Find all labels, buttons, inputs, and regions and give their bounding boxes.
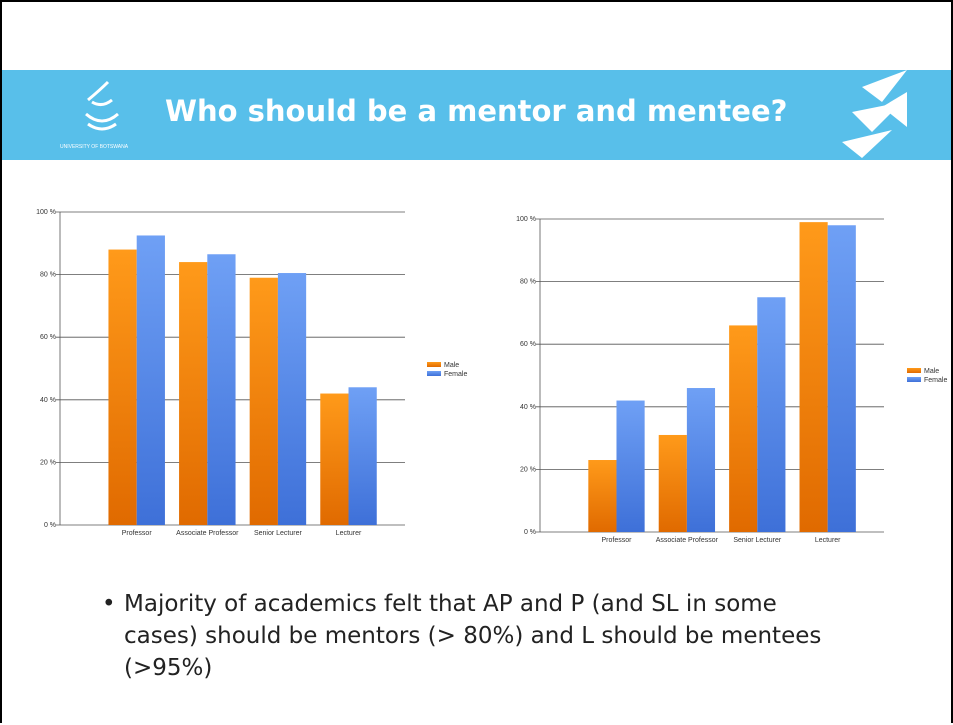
bar <box>757 297 786 532</box>
legend-swatch <box>907 368 921 373</box>
legend-label: Female <box>444 371 467 378</box>
legend-label: Male <box>924 368 939 375</box>
y-tick-label: 0 % <box>44 522 56 529</box>
bar <box>827 225 856 532</box>
legend-swatch <box>907 377 921 382</box>
x-tick-label: Associate Professor <box>656 537 719 544</box>
bar <box>616 400 645 532</box>
bar <box>588 460 617 532</box>
x-tick-label: Professor <box>601 537 632 544</box>
bullet-text: • Majority of academics felt that AP and … <box>102 588 842 684</box>
svg-text:UNIVERSITY OF BOTSWANA: UNIVERSITY OF BOTSWANA <box>60 144 129 150</box>
bar <box>207 254 236 525</box>
y-tick-label: 40 % <box>40 397 56 404</box>
x-tick-label: Professor <box>122 530 153 537</box>
bar <box>348 387 377 525</box>
bar <box>686 388 716 532</box>
bar <box>799 222 828 532</box>
x-tick-label: Associate Professor <box>176 530 239 537</box>
y-tick-label: 60 % <box>40 334 56 341</box>
x-tick-label: Lecturer <box>815 537 841 544</box>
y-tick-label: 0 % <box>524 529 536 536</box>
triangle-pattern <box>842 70 907 158</box>
bar <box>320 393 349 525</box>
logo: UNIVERSITY OF BOTSWANA <box>60 80 129 150</box>
bar <box>277 273 307 525</box>
bar <box>108 249 137 525</box>
y-tick-label: 80 % <box>40 272 56 279</box>
bullet: Majority of academics felt that AP and P… <box>124 591 822 681</box>
y-tick-label: 100 % <box>36 209 56 216</box>
legend-swatch <box>427 362 441 367</box>
header-band <box>2 70 951 160</box>
slide-title: Who should be a mentor and mentee? <box>165 94 788 128</box>
y-tick-label: 20 % <box>40 459 56 466</box>
y-tick-label: 60 % <box>520 341 536 348</box>
bar <box>136 235 165 525</box>
x-tick-label: Lecturer <box>336 530 362 537</box>
legend-label: Male <box>444 362 459 369</box>
legend-swatch <box>427 371 441 376</box>
y-tick-label: 80 % <box>520 279 536 286</box>
bar <box>658 434 687 532</box>
bar <box>729 325 758 532</box>
x-tick-label: Senior Lecturer <box>733 537 782 544</box>
bar <box>179 262 208 525</box>
y-tick-label: 100 % <box>516 216 536 223</box>
y-tick-label: 40 % <box>520 404 536 411</box>
y-tick-label: 20 % <box>520 466 536 473</box>
x-tick-label: Senior Lecturer <box>254 530 303 537</box>
bar <box>249 277 278 525</box>
legend-label: Female <box>924 377 947 384</box>
